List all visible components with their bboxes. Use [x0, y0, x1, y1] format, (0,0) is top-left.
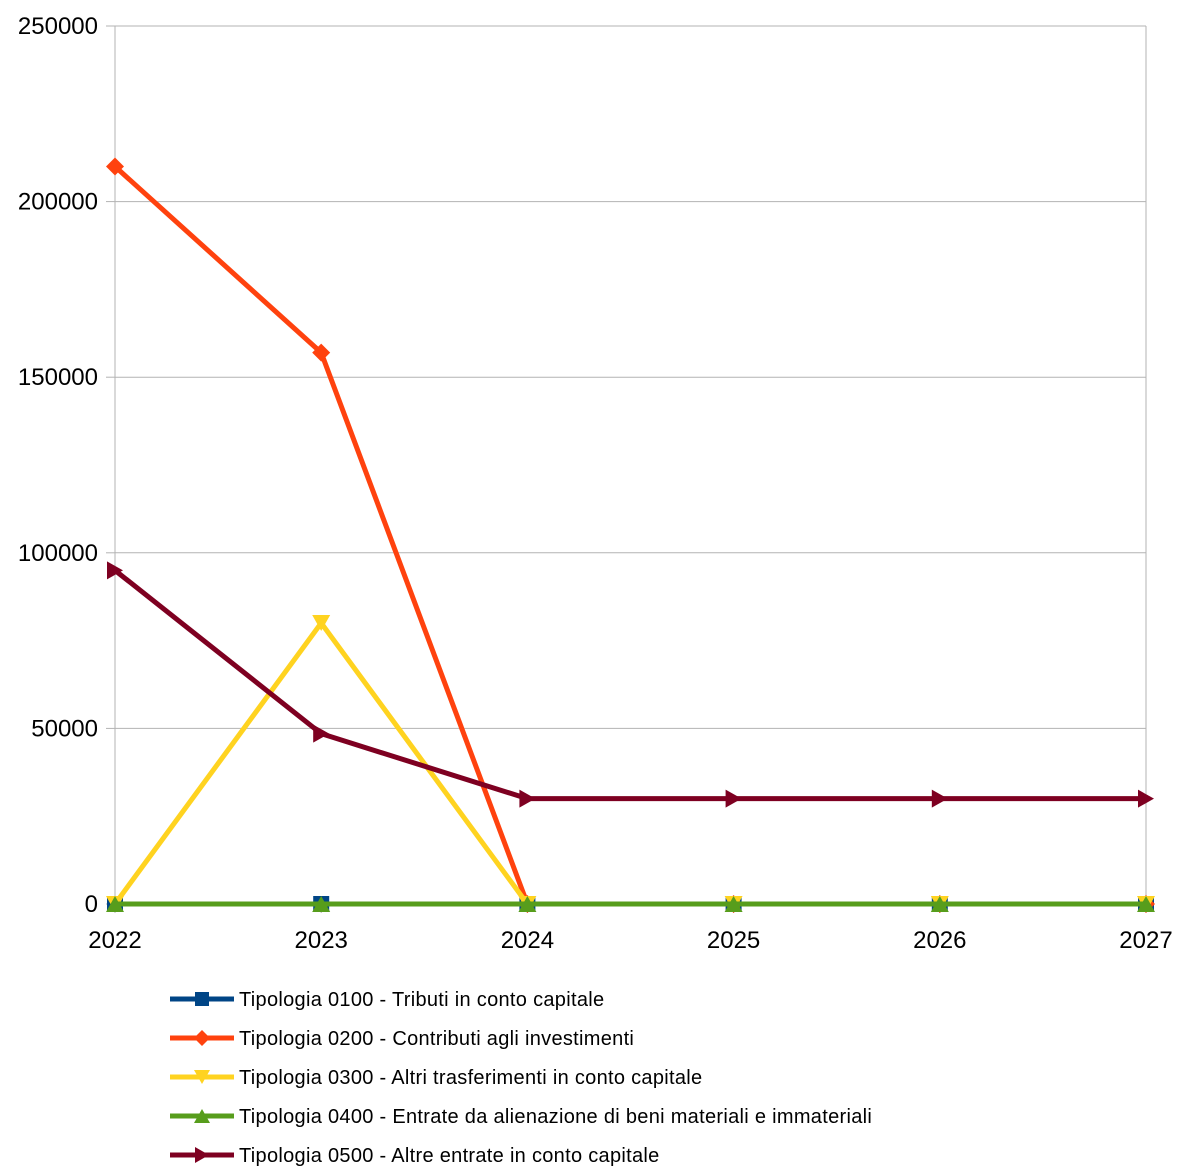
legend-label: Tipologia 0200 - Contributi agli investi… [239, 1028, 634, 1050]
x-tick-label: 2023 [295, 927, 348, 954]
y-tick-label: 250000 [18, 13, 98, 40]
legend-label: Tipologia 0300 - Altri trasferimenti in … [239, 1067, 702, 1089]
data-point-marker [312, 343, 331, 362]
legend-label: Tipologia 0400 - Entrate da alienazione … [239, 1106, 872, 1128]
series-layer [106, 157, 1155, 913]
y-tick-label: 150000 [18, 364, 98, 391]
y-tick-label: 50000 [31, 715, 98, 742]
series-5 [107, 561, 1154, 808]
legend-label: Tipologia 0100 - Tributi in conto capita… [239, 989, 604, 1011]
x-tick-label: 2025 [707, 927, 760, 954]
legend-marker [195, 1147, 209, 1163]
series-line [113, 164, 1146, 907]
legend-item: Tipologia 0200 - Contributi agli investi… [170, 1028, 634, 1050]
y-tick-label: 0 [85, 891, 98, 918]
axes [106, 25, 1147, 913]
data-point-marker [1138, 789, 1154, 808]
x-tick-label: 2024 [501, 927, 554, 954]
legend: Tipologia 0100 - Tributi in conto capita… [170, 989, 872, 1167]
x-tick-label: 2027 [1119, 927, 1172, 954]
series-line [112, 620, 1146, 907]
y-axis-ticks: 0 50000 100000 150000 200000 250000 [18, 13, 98, 918]
legend-marker [194, 1030, 210, 1046]
legend-item: Tipologia 0300 - Altri trasferimenti in … [170, 1067, 702, 1089]
series-line [113, 568, 1146, 802]
data-point-marker [1137, 896, 1155, 912]
legend-label: Tipologia 0500 - Altre entrate in conto … [239, 1145, 660, 1167]
legend-marker [194, 1070, 210, 1084]
data-point-marker [931, 789, 948, 808]
data-point-marker [725, 789, 742, 808]
legend-marker [194, 1109, 210, 1123]
legend-item: Tipologia 0100 - Tributi in conto capita… [170, 989, 604, 1011]
data-point-marker [724, 896, 743, 912]
data-point-marker [519, 789, 536, 808]
data-point-marker [518, 896, 537, 912]
data-point-marker [312, 896, 331, 912]
x-tick-label: 2026 [913, 927, 966, 954]
data-point-marker [930, 896, 949, 912]
x-axis-ticks: 2022 2023 2024 2025 2026 2027 [88, 927, 1172, 954]
data-point-marker [106, 896, 124, 912]
legend-item: Tipologia 0500 - Altre entrate in conto … [170, 1145, 660, 1167]
data-point-marker [313, 724, 330, 743]
data-point-marker [107, 561, 123, 580]
legend-item: Tipologia 0400 - Entrate da alienazione … [170, 1106, 872, 1128]
series-4 [106, 896, 1155, 912]
series-3 [106, 615, 1155, 912]
y-tick-label: 100000 [18, 540, 98, 567]
gridlines [115, 25, 1146, 905]
data-point-marker [106, 157, 124, 176]
legend-marker [195, 992, 209, 1006]
y-tick-label: 200000 [18, 189, 98, 216]
data-point-marker [312, 615, 331, 632]
x-tick-label: 2022 [88, 927, 141, 954]
